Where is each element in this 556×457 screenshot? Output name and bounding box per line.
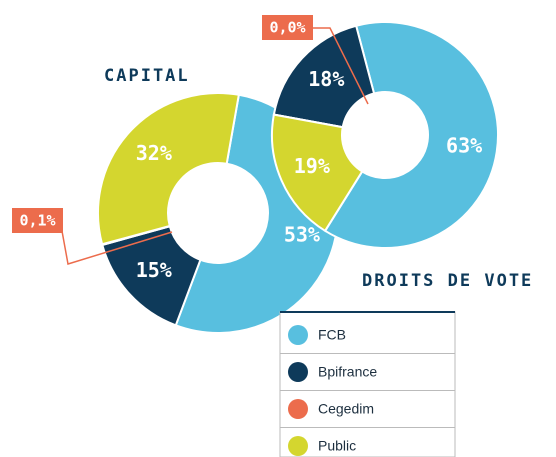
legend-label: Bpifrance <box>318 364 377 380</box>
legend-swatch <box>288 362 308 382</box>
legend-label: Public <box>318 438 356 454</box>
legend-label: FCB <box>318 327 346 343</box>
legend-swatch <box>288 325 308 345</box>
value-label: 53% <box>284 222 320 246</box>
donut-slice <box>323 21 499 249</box>
donut-slice <box>272 24 376 129</box>
value-label: 63% <box>446 133 482 157</box>
donut-slice <box>97 92 240 246</box>
chart-title: DROITS DE VOTE <box>362 271 533 291</box>
legend-swatch <box>288 399 308 419</box>
callout-label: 0,1% <box>19 212 55 230</box>
chart-title: CAPITAL <box>104 66 190 86</box>
capital-donut: 53% 15% 32% <box>97 92 339 334</box>
legend: FCB Bpifrance Cegedim Public <box>279 311 456 457</box>
legend-box <box>279 311 456 457</box>
callout-line <box>61 230 173 265</box>
value-label: 18% <box>308 67 344 91</box>
callout-line <box>313 27 369 105</box>
callout-box <box>12 208 63 233</box>
legend-swatch <box>288 436 308 456</box>
callout-label: 0,0% <box>269 19 305 37</box>
value-label: 32% <box>136 141 172 165</box>
callout-box <box>262 15 313 40</box>
value-label: 19% <box>294 154 330 178</box>
vote-donut: 63% 18% 19% <box>271 21 499 249</box>
value-label: 15% <box>136 258 172 282</box>
legend-label: Cegedim <box>318 401 374 417</box>
donut-slice <box>101 225 202 327</box>
donut-slice <box>271 113 364 233</box>
